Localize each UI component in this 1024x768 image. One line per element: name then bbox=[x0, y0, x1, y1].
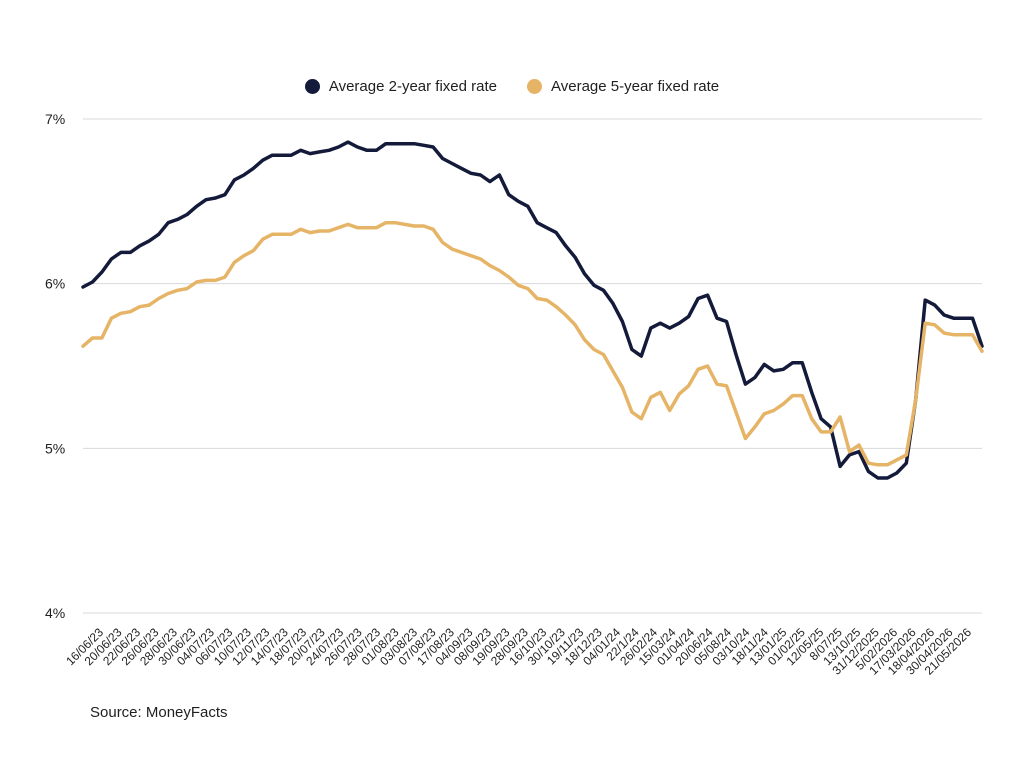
y-tick-label: 6% bbox=[45, 276, 65, 292]
legend-marker-5-year bbox=[527, 79, 542, 94]
legend-item-2-year[interactable]: Average 2-year fixed rate bbox=[304, 78, 497, 95]
legend-marker-2-year bbox=[304, 79, 320, 94]
y-tick-label: 7% bbox=[45, 111, 65, 127]
y-tick-label: 4% bbox=[45, 605, 65, 621]
series-line-2-year bbox=[81, 140, 984, 480]
legend-item-5-year[interactable]: Average 5-year fixed rate bbox=[527, 78, 719, 95]
series-line-5-year bbox=[81, 220, 984, 467]
legend-label-2-year: Average 2-year fixed rate bbox=[328, 78, 497, 95]
legend-label-5-year: Average 5-year fixed rate bbox=[551, 78, 720, 95]
source-note: Source: MoneyFacts bbox=[90, 704, 228, 721]
y-tick-label: 5% bbox=[45, 440, 65, 456]
chart-legend: Average 2-year fixed rate Average 5-year… bbox=[0, 78, 1024, 95]
